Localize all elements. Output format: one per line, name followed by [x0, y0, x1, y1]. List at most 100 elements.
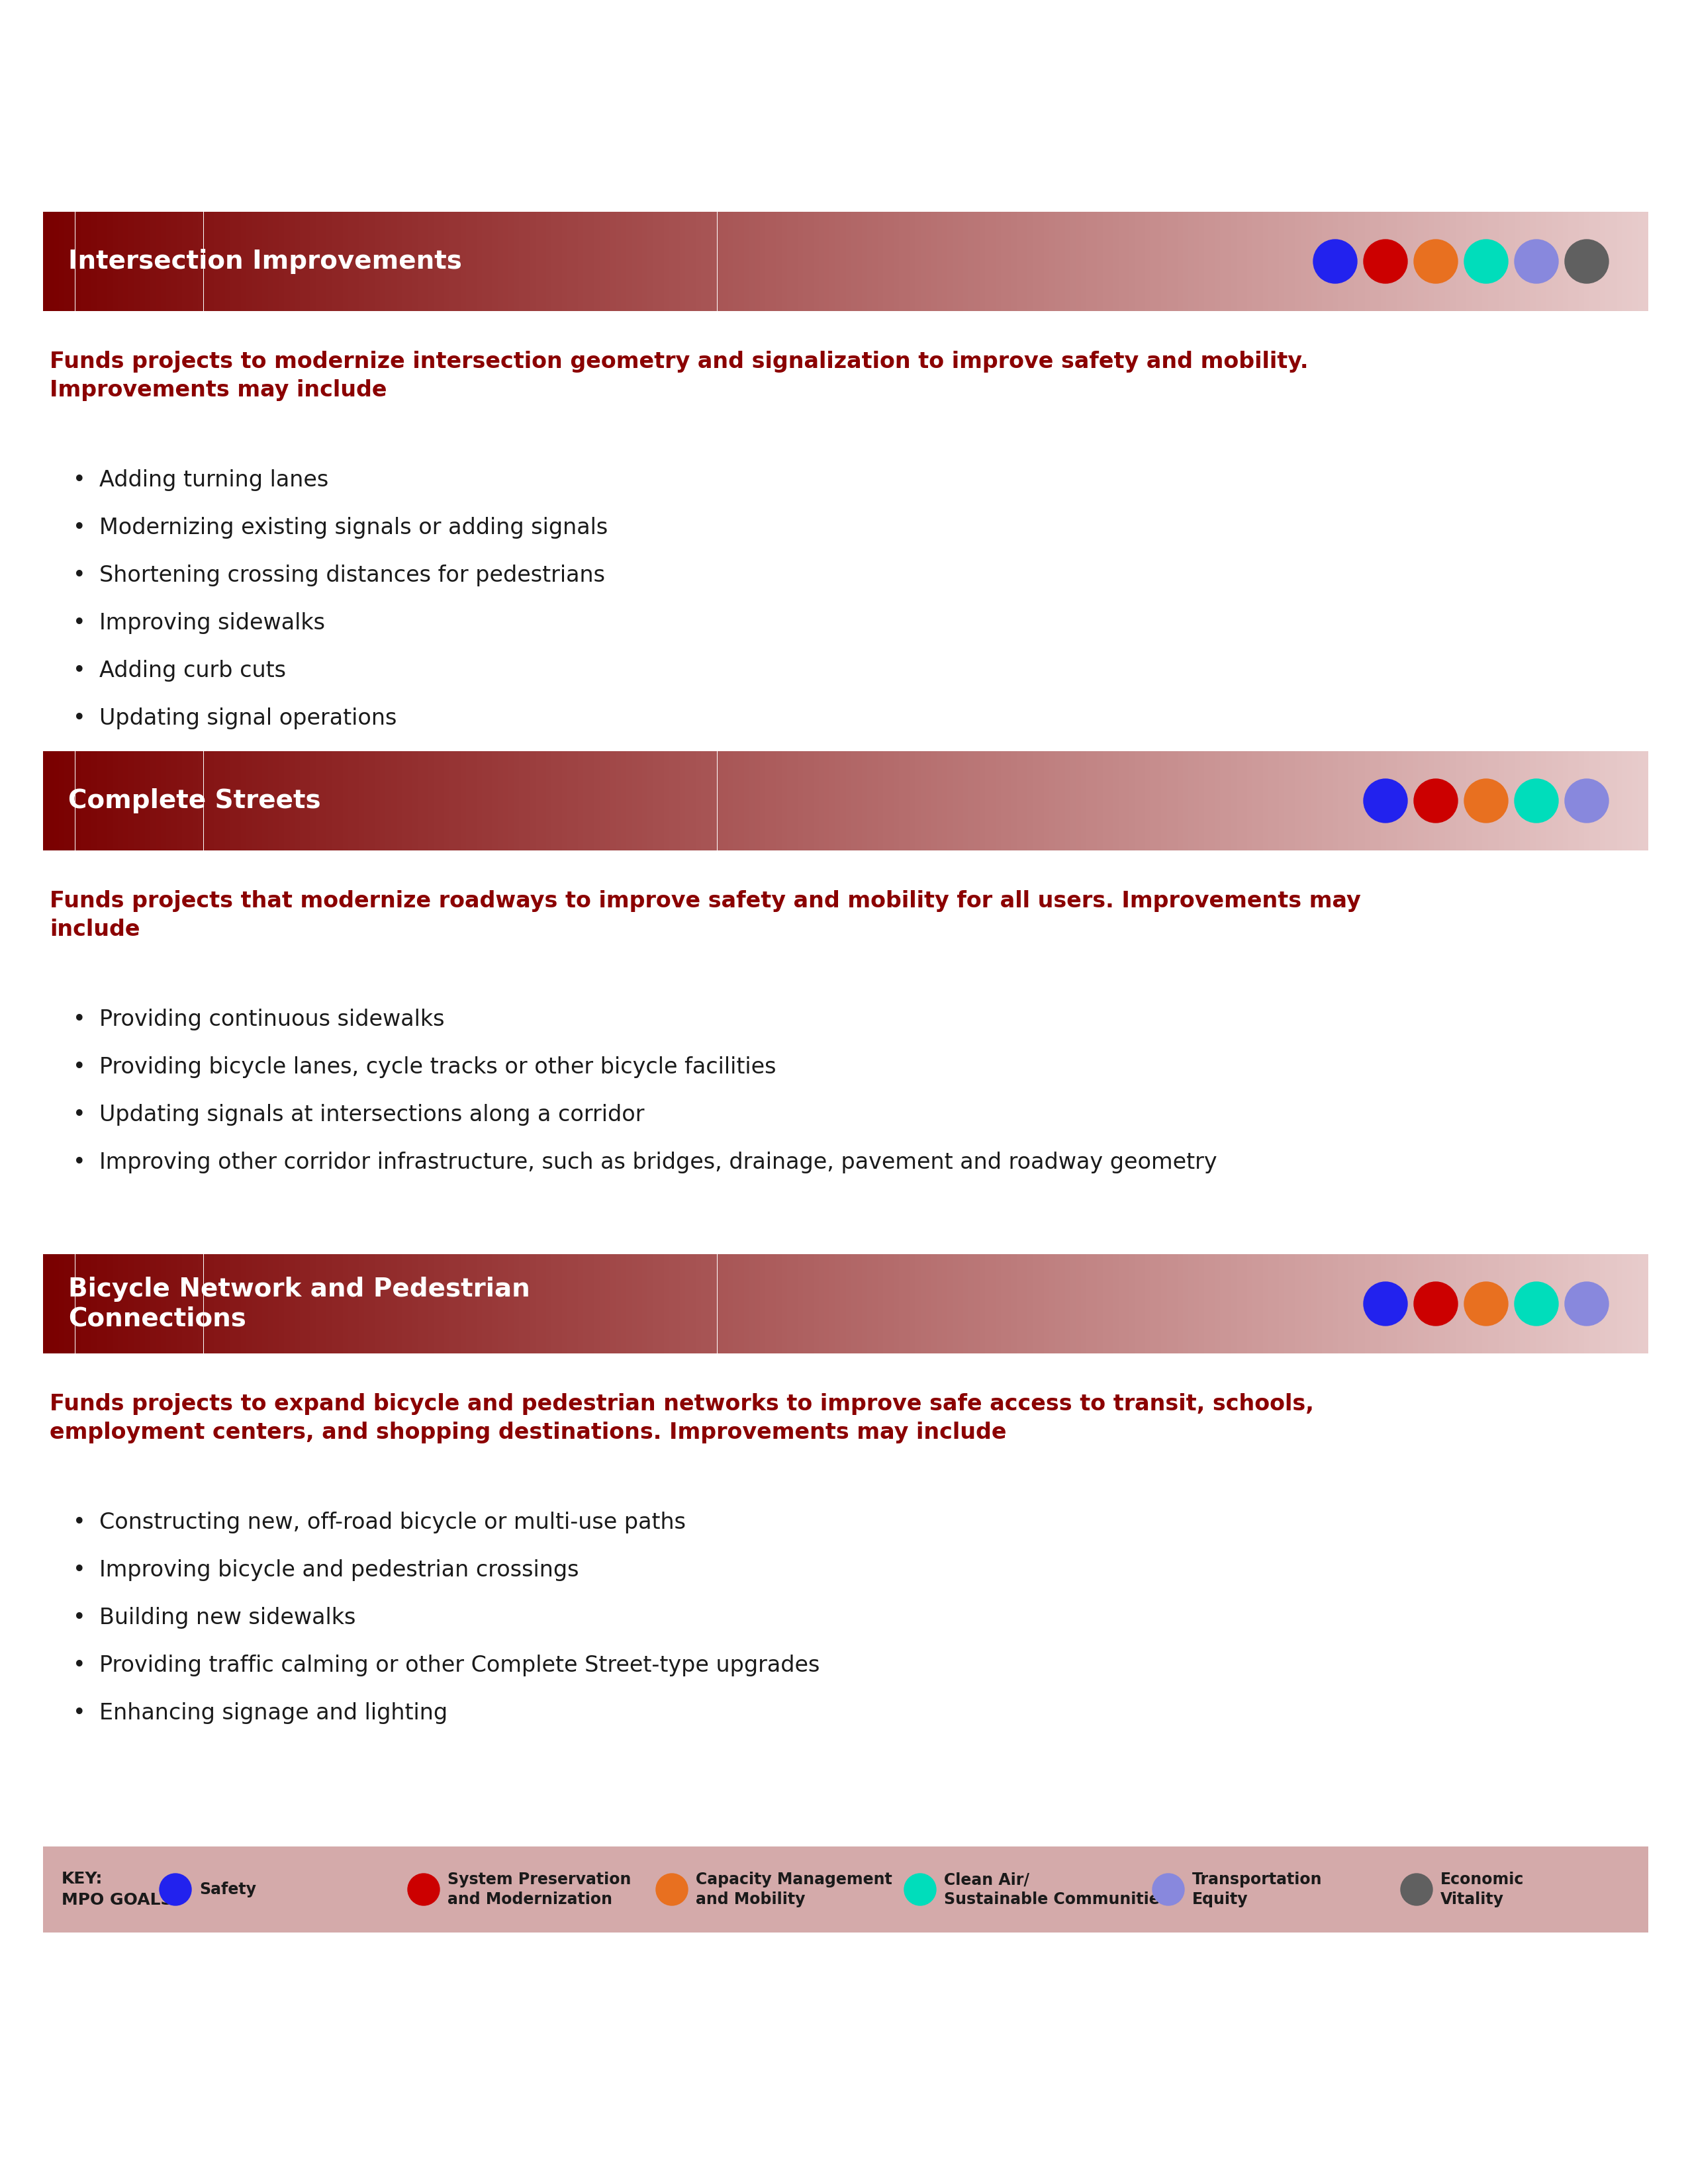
Bar	[1430, 751, 1435, 850]
Bar	[1381, 1254, 1386, 1354]
Bar	[466, 212, 471, 310]
Bar	[1134, 1254, 1139, 1354]
Bar	[1391, 1254, 1396, 1354]
Bar	[1509, 1254, 1514, 1354]
Bar	[1102, 1254, 1107, 1354]
Bar	[456, 751, 461, 850]
Bar	[803, 212, 809, 310]
Text: Providing bicycle lanes, cycle tracks or other bicycle facilities: Providing bicycle lanes, cycle tracks or…	[100, 1057, 776, 1079]
Bar	[1546, 751, 1551, 850]
Bar	[321, 1254, 326, 1354]
Bar	[306, 212, 311, 310]
Bar	[1307, 751, 1312, 850]
Bar	[360, 751, 365, 850]
Bar	[133, 1254, 140, 1354]
Circle shape	[1401, 1874, 1433, 1904]
Bar	[182, 1254, 187, 1354]
Bar	[535, 1254, 540, 1354]
Bar	[236, 212, 241, 310]
Bar	[787, 1254, 792, 1354]
Bar	[155, 1254, 160, 1354]
Bar	[1102, 751, 1107, 850]
Bar	[1408, 751, 1413, 850]
Bar	[851, 1254, 856, 1354]
Bar	[895, 1254, 900, 1354]
Bar	[1637, 212, 1642, 310]
Bar	[663, 212, 668, 310]
Bar	[370, 212, 375, 310]
Bar	[1183, 1254, 1188, 1354]
Bar	[1317, 751, 1322, 850]
Bar	[1055, 212, 1060, 310]
Bar	[284, 212, 289, 310]
Bar	[140, 751, 145, 850]
Bar	[910, 751, 915, 850]
Bar	[1043, 212, 1048, 310]
Bar	[621, 212, 626, 310]
Bar	[1610, 751, 1615, 850]
Bar	[675, 1254, 680, 1354]
Bar	[1482, 1254, 1487, 1354]
Bar	[375, 212, 380, 310]
Bar	[1055, 1254, 1060, 1354]
Bar	[123, 751, 128, 850]
Text: Enhancing signage and lighting: Enhancing signage and lighting	[100, 1701, 447, 1723]
Bar	[439, 212, 444, 310]
Bar	[648, 212, 653, 310]
Bar	[1193, 212, 1198, 310]
Bar	[552, 212, 557, 310]
Bar	[695, 751, 701, 850]
Bar	[481, 751, 488, 850]
Bar	[920, 1254, 927, 1354]
Bar	[873, 1254, 878, 1354]
Bar	[733, 212, 739, 310]
Bar	[712, 212, 717, 310]
Bar	[1204, 212, 1210, 310]
Bar	[599, 212, 604, 310]
Bar	[755, 1254, 760, 1354]
Bar	[81, 212, 86, 310]
Bar	[1642, 751, 1647, 850]
Bar	[493, 751, 498, 850]
Bar	[1198, 751, 1204, 850]
Text: Improving other corridor infrastructure, such as bridges, drainage, pavement and: Improving other corridor infrastructure,…	[100, 1151, 1217, 1173]
Bar	[1312, 212, 1317, 310]
Bar	[1322, 751, 1327, 850]
Bar	[1307, 212, 1312, 310]
Bar	[856, 212, 861, 310]
Bar	[197, 212, 204, 310]
Bar	[1070, 1254, 1075, 1354]
Bar	[1349, 1254, 1354, 1354]
Bar	[861, 1254, 868, 1354]
Bar	[836, 212, 841, 310]
Bar	[787, 212, 792, 310]
Bar	[225, 1254, 230, 1354]
Bar	[525, 1254, 530, 1354]
Bar	[1263, 212, 1268, 310]
Bar	[1563, 751, 1568, 850]
Circle shape	[408, 1874, 439, 1904]
Bar	[1312, 751, 1317, 850]
Bar	[1558, 751, 1563, 850]
Bar	[1112, 1254, 1119, 1354]
Bar	[424, 1254, 429, 1354]
Bar	[439, 1254, 444, 1354]
Bar	[1210, 212, 1215, 310]
Bar	[493, 212, 498, 310]
Bar	[722, 212, 728, 310]
Bar	[279, 751, 284, 850]
Bar	[1509, 212, 1514, 310]
Bar	[392, 751, 397, 850]
Bar	[1354, 751, 1359, 850]
Bar	[722, 1254, 728, 1354]
Bar	[1023, 751, 1028, 850]
Bar	[947, 1254, 952, 1354]
Bar	[1391, 751, 1396, 850]
Bar	[776, 212, 782, 310]
Bar	[348, 212, 353, 310]
Bar	[1642, 212, 1647, 310]
Bar	[1462, 751, 1467, 850]
Bar	[1231, 751, 1236, 850]
Bar	[594, 1254, 599, 1354]
Text: •: •	[73, 660, 86, 681]
